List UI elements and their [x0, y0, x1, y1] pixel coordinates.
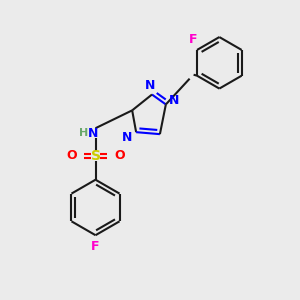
Text: N: N: [145, 79, 155, 92]
Text: O: O: [66, 149, 77, 162]
Text: S: S: [91, 149, 100, 163]
Text: F: F: [91, 240, 100, 253]
Text: F: F: [189, 32, 197, 46]
Text: O: O: [114, 149, 124, 162]
Text: N: N: [169, 94, 179, 107]
Text: N: N: [122, 130, 132, 144]
Text: N: N: [88, 127, 99, 140]
Text: H: H: [79, 128, 88, 138]
